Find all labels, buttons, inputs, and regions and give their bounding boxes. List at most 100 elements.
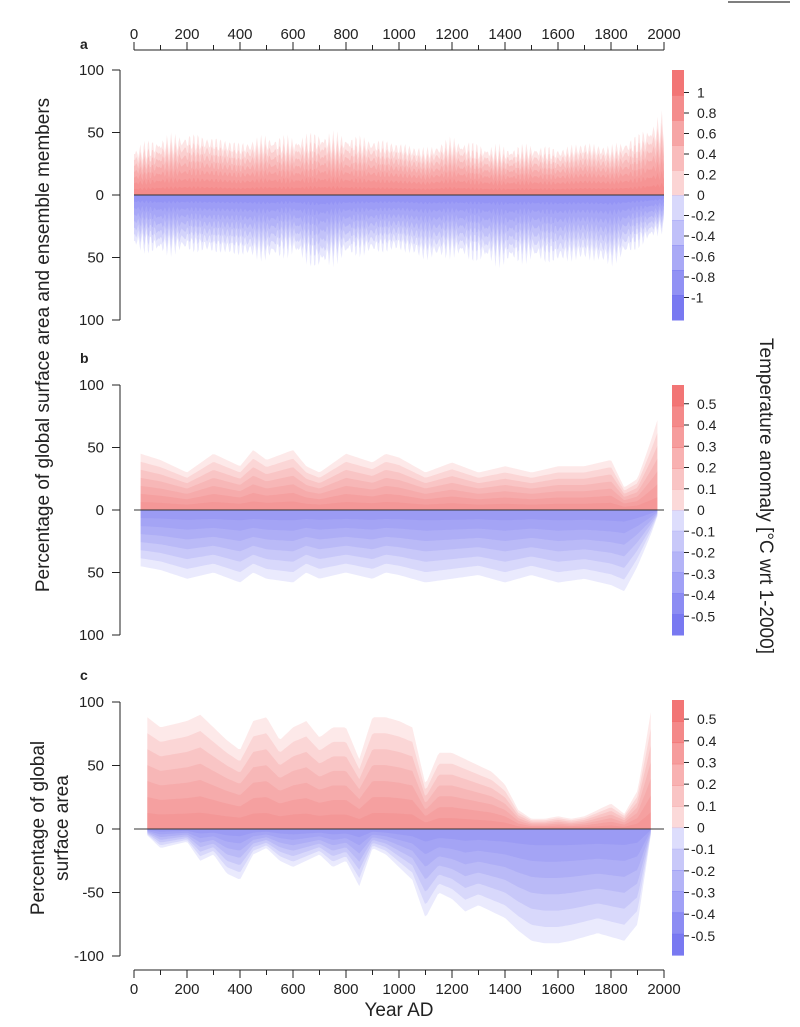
- y-axis: 100 50 0 50 100: [79, 62, 121, 329]
- negative-area-band: [134, 195, 664, 237]
- y-tick-label: 100: [79, 377, 104, 394]
- colorbar-segment: [672, 891, 684, 914]
- positive-area-band: [140, 484, 658, 510]
- colorbar-tick-label: -0.3: [691, 885, 715, 901]
- y-axis: 100 50 0 -50 -100: [74, 694, 121, 965]
- colorbar-tick-label: 0.4: [697, 417, 717, 433]
- colorbar-segment: [672, 530, 684, 553]
- colorbar-tick-label: 0.4: [697, 733, 717, 749]
- x-axis-title: Year AD: [364, 1000, 433, 1021]
- colorbar-segment: [672, 700, 684, 722]
- positive-area-band: [147, 778, 651, 829]
- top-x-tick-label: 400: [227, 26, 252, 43]
- colorbar-tick-label: 0.1: [697, 798, 717, 814]
- colorbar: 0.5 0.4 0.3 0.2 0.1 0 -0.1 -0.2 -0.3 -0.4 -0.5: [672, 700, 717, 956]
- positive-area-band: [134, 134, 664, 195]
- colorbar-segment: [672, 295, 684, 321]
- top-x-tick-label: 1400: [488, 26, 521, 43]
- colorbar-segment: [672, 827, 684, 850]
- positive-area-band: [140, 471, 658, 510]
- y-tick-label: 50: [87, 250, 104, 267]
- panel-a: 100 50 0 50 100 1 0.8 0.6 0.4 0.2 0 -0.2 -0.4 -0.6 -0.…: [79, 62, 717, 329]
- colorbar-segment: [672, 405, 684, 428]
- negative-area-band: [147, 829, 651, 944]
- colorbar-tick-label: 0.1: [697, 481, 717, 497]
- colorbar-tick-label: -0.4: [691, 587, 715, 603]
- colorbar-segment: [672, 385, 684, 407]
- colorbar-segment: [672, 848, 684, 871]
- y-tick-label: 0: [96, 502, 104, 519]
- colorbar-segment: [672, 95, 684, 121]
- negative-area-band: [134, 195, 664, 269]
- y-tick-label: -100: [74, 948, 104, 965]
- negative-area-band: [140, 510, 658, 557]
- colorbar-segment: [672, 447, 684, 469]
- positive-area-band: [134, 146, 664, 195]
- x-tick-label: 800: [333, 981, 358, 998]
- colorbar-segment: [672, 245, 684, 271]
- colorbar-title: Temperature anomaly [°C wrt 1-2000]: [755, 338, 776, 654]
- x-tick-label: 200: [174, 981, 199, 998]
- panel-b: 100 50 0 50 100 0.5 0.4 0.3 0.2 0.1 0 -0.1 -0.2 -0.3 -…: [79, 377, 717, 644]
- colorbar-tick-label: -0.4: [691, 906, 715, 922]
- y-tick-label: 100: [79, 627, 104, 644]
- top-x-tick-label: 600: [280, 26, 305, 43]
- colorbar-segment: [672, 785, 684, 807]
- negative-area-band: [147, 829, 651, 911]
- colorbar-tick-label: -0.2: [691, 863, 715, 879]
- negative-area-band: [134, 195, 664, 248]
- colorbar-tick-label: -0.5: [691, 928, 715, 944]
- top-x-tick-label: 1000: [382, 26, 415, 43]
- negative-area-band: [134, 195, 664, 258]
- positive-area-band: [147, 812, 651, 829]
- negative-area-band: [140, 510, 658, 568]
- x-tick-label: 1000: [382, 981, 415, 998]
- x-tick-label: 0: [130, 981, 138, 998]
- colorbar-segment: [672, 145, 684, 171]
- negative-area-band: [134, 195, 664, 206]
- y-tick-label: -50: [82, 885, 104, 902]
- negative-area-band: [147, 829, 651, 846]
- x-axis: 0 200 400 600 800 1000 1200 1400 1600 1800 2000: [130, 969, 681, 998]
- positive-area-band: [140, 445, 658, 510]
- positive-area-band: [147, 745, 651, 829]
- colorbar-segment: [672, 806, 684, 829]
- colorbar-tick-label: -0.6: [691, 249, 715, 265]
- panel-c: 100 50 0 -50 -100 0.5 0.4 0.3 0.2 0.1 0 -0.1 -0.2 -0.…: [74, 694, 717, 998]
- top-x-tick-label: 0: [130, 26, 138, 43]
- negative-area-band: [134, 195, 664, 227]
- colorbar-tick-label: -0.8: [691, 269, 715, 285]
- negative-area-band: [134, 195, 664, 216]
- positive-area-band: [147, 712, 651, 829]
- colorbar-segment: [672, 763, 684, 786]
- y-tick-label: 100: [79, 694, 104, 711]
- y-axis-title-c-line2: surface area: [52, 775, 73, 881]
- y-tick-label: 100: [79, 62, 104, 79]
- positive-area-band: [140, 497, 658, 510]
- x-tick-label: 1400: [488, 981, 521, 998]
- colorbar-tick-label: 0.2: [697, 460, 717, 476]
- positive-area-band: [134, 170, 664, 195]
- colorbar-segment: [672, 510, 684, 532]
- colorbar: 1 0.8 0.6 0.4 0.2 0 -0.2 -0.4 -0.6 -0.8 -1: [672, 70, 717, 321]
- y-axis: 100 50 0 50 100: [79, 377, 121, 644]
- panel-letter-b: b: [80, 350, 89, 366]
- colorbar-tick-label: 0.4: [697, 146, 717, 162]
- colorbar-segment: [672, 170, 684, 196]
- negative-area-band: [140, 510, 658, 545]
- x-tick-label: 2000: [647, 981, 680, 998]
- top-x-tick-label: 1600: [541, 26, 574, 43]
- colorbar-segment: [672, 614, 684, 636]
- negative-area-band: [140, 510, 658, 534]
- colorbar-tick-label: 1: [697, 85, 705, 101]
- colorbar-tick-label: -1: [691, 290, 704, 306]
- colorbar-tick-label: 0: [697, 502, 705, 518]
- colorbar-tick-label: 0.5: [697, 711, 717, 727]
- y-tick-label: 0: [96, 821, 104, 838]
- colorbar-tick-label: 0.2: [697, 167, 717, 183]
- x-tick-label: 1800: [594, 981, 627, 998]
- colorbar-tick-label: -0.4: [691, 228, 715, 244]
- negative-area-band: [147, 829, 651, 862]
- colorbar-segment: [672, 468, 684, 490]
